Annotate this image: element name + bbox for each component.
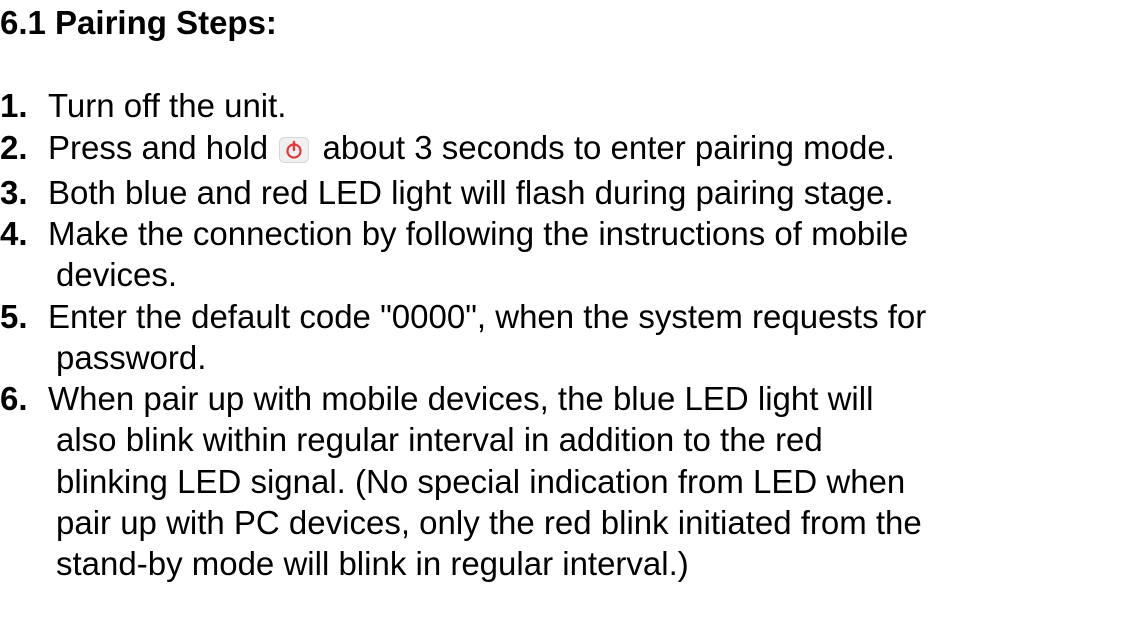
item-text: When pair up with mobile devices, the bl… <box>48 378 1127 584</box>
item-number: 2. <box>0 127 48 168</box>
item-line-pre: Press and hold <box>48 129 277 166</box>
item-line: pair up with PC devices, only the red bl… <box>48 502 1127 543</box>
item-number: 6. <box>0 378 48 419</box>
item-line: password. <box>48 337 1127 378</box>
item-line-post: about 3 seconds to enter pairing mode. <box>313 129 895 166</box>
item-text: Press and hold about 3 seconds to enter … <box>48 127 1127 172</box>
item-number: 1. <box>0 85 48 126</box>
item-line: Enter the default code "0000", when the … <box>48 298 926 335</box>
item-text: Make the connection by following the ins… <box>48 213 1127 296</box>
item-line: Make the connection by following the ins… <box>48 215 908 252</box>
item-line: devices. <box>48 254 1127 295</box>
item-line: Turn off the unit. <box>48 87 286 124</box>
steps-list: 1. Turn off the unit. 2. Press and hold … <box>0 85 1127 584</box>
list-item: 6. When pair up with mobile devices, the… <box>0 378 1127 584</box>
item-line: stand-by mode will blink in regular inte… <box>48 543 1127 584</box>
power-button-icon <box>279 131 309 172</box>
item-line: Both blue and red LED light will flash d… <box>48 174 894 211</box>
list-item: 5. Enter the default code "0000", when t… <box>0 296 1127 379</box>
list-item: 3. Both blue and red LED light will flas… <box>0 172 1127 213</box>
item-line: also blink within regular interval in ad… <box>48 419 1127 460</box>
item-number: 3. <box>0 172 48 213</box>
item-text: Both blue and red LED light will flash d… <box>48 172 1127 213</box>
section-heading: 6.1 Pairing Steps: <box>0 2 1127 43</box>
item-line: When pair up with mobile devices, the bl… <box>48 380 873 417</box>
list-item: 2. Press and hold about 3 seconds to ent… <box>0 127 1127 172</box>
list-item: 4. Make the connection by following the … <box>0 213 1127 296</box>
item-number: 5. <box>0 296 48 337</box>
item-text: Enter the default code "0000", when the … <box>48 296 1127 379</box>
item-number: 4. <box>0 213 48 254</box>
item-text: Turn off the unit. <box>48 85 1127 126</box>
item-line: blinking LED signal. (No special indicat… <box>48 461 1127 502</box>
list-item: 1. Turn off the unit. <box>0 85 1127 126</box>
